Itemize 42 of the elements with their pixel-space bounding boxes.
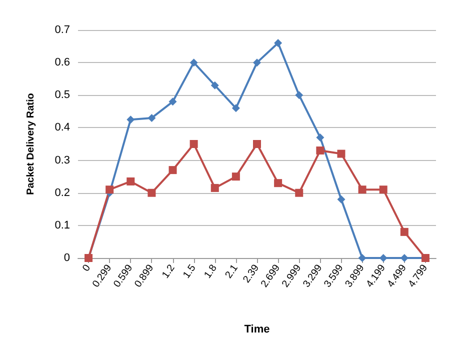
y-tick-label: 0.4 [54, 122, 70, 134]
point [190, 58, 198, 67]
point [126, 116, 135, 124]
point [274, 39, 282, 48]
point [168, 166, 177, 174]
point [295, 91, 304, 100]
point [168, 98, 177, 106]
y-tick-label: 0.5 [54, 89, 70, 102]
point [337, 195, 346, 204]
x-tick-label: 1.5 [181, 262, 199, 281]
point [295, 188, 304, 197]
point [210, 81, 219, 90]
point [148, 188, 156, 197]
y-tick-label: 0.1 [54, 219, 70, 232]
x-tick-label: 1.8 [202, 262, 220, 281]
point [106, 186, 114, 194]
y-axis-title: Packet Delivery Ratio [26, 93, 36, 195]
x-tick-label: 2.1 [223, 262, 241, 281]
point [274, 179, 282, 188]
y-tick-label: 0 [64, 252, 70, 264]
y-tick-label: 0.7 [54, 24, 70, 36]
point [210, 184, 219, 192]
point [232, 104, 240, 112]
point [358, 254, 366, 262]
x-tick-label: 1.2 [160, 262, 178, 281]
point [148, 114, 156, 122]
point [253, 140, 261, 148]
point [379, 186, 388, 194]
y-tick-label: 0.6 [54, 56, 70, 69]
point [232, 172, 240, 181]
point [126, 177, 135, 186]
point [316, 146, 324, 155]
point [358, 186, 366, 194]
point [400, 228, 408, 236]
x-tick-label: 0 [80, 262, 94, 274]
point [190, 140, 198, 148]
x-axis-title: Time [244, 324, 270, 336]
point [316, 133, 324, 142]
point [253, 58, 261, 67]
point [337, 150, 346, 158]
y-tick-label: 0.3 [54, 154, 70, 166]
y-tick-label: 0.2 [54, 186, 70, 199]
